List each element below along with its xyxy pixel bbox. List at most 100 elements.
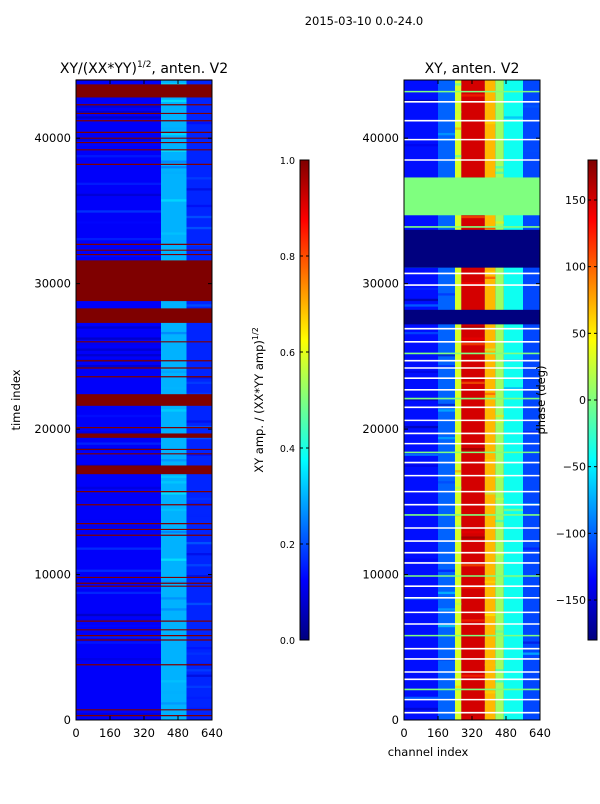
amp-texture-stripe	[186, 646, 212, 650]
amp-texture-stripe	[76, 641, 161, 644]
phase-xtick-label: 160	[427, 726, 449, 740]
amp-texture-stripe	[186, 497, 212, 501]
phase-texture-stripe	[461, 282, 485, 285]
phase-cbar-tick-label: −150	[556, 594, 586, 607]
amp-ylabel: time index	[9, 369, 23, 430]
phase-texture-stripe	[495, 497, 504, 501]
amp-colorbar: 0.0 0.2 0.4 0.6 0.8 1.0 XY amp. / (XX*YY amp)…	[251, 156, 310, 647]
amp-texture-stripe	[161, 481, 187, 484]
phase-texture-stripe	[461, 326, 485, 329]
amp-texture-stripe	[186, 652, 212, 655]
amp-texture-stripe	[161, 475, 187, 478]
amp-saturated-band	[76, 260, 212, 302]
phase-texture-stripe	[404, 696, 438, 700]
phase-texture-stripe	[461, 564, 485, 567]
amp-texture-stripe	[186, 304, 212, 307]
amp-texture-stripe	[76, 254, 161, 257]
phase-texture-stripe	[495, 171, 504, 174]
phase-texture-stripe	[455, 486, 462, 490]
amp-texture-stripe	[161, 691, 187, 694]
amp-texture-stripe	[76, 326, 161, 329]
amp-texture-stripe	[186, 392, 212, 396]
amp-texture-stripe	[161, 331, 187, 335]
amp-texture-stripe	[186, 602, 212, 606]
phase-texture-stripe	[404, 144, 438, 147]
phase-texture-stripe	[484, 580, 496, 583]
phase-texture-stripe	[455, 602, 462, 606]
amp-texture-stripe	[186, 436, 212, 440]
phase-y-ticks: 0 10000 20000 30000 40000	[362, 131, 540, 727]
amp-texture-stripe	[76, 536, 161, 539]
phase-texture-stripe	[523, 641, 540, 644]
phase-texture-stripe	[404, 370, 438, 373]
amp-texture-stripe	[186, 696, 212, 700]
phase-texture-stripe	[404, 287, 438, 291]
amp-saturated-band	[76, 394, 212, 406]
phase-texture-stripe	[438, 608, 455, 611]
phase-colorbar: −150 −100 −50 0 50 100 150 phase (deg)	[534, 159, 598, 641]
amp-saturated-band	[76, 308, 212, 323]
phase-ytick-label: 10000	[362, 568, 399, 582]
amp-heatmap	[76, 79, 212, 720]
phase-cbar-tick-label: 0	[579, 394, 586, 407]
phase-texture-stripe	[404, 99, 438, 103]
amp-texture-stripe	[161, 232, 187, 235]
amp-texture-stripe	[161, 492, 187, 495]
amp-cbar-tick-label: 0.4	[280, 444, 295, 455]
phase-texture-stripe	[523, 105, 540, 108]
phase-texture-stripe	[455, 685, 462, 688]
amp-ytick-label: 0	[64, 713, 71, 727]
amp-texture-stripe	[76, 613, 161, 617]
amp-saturated-band	[76, 433, 212, 438]
phase-texture-stripe	[461, 619, 485, 622]
amp-texture-stripe	[161, 132, 187, 136]
phase-texture-stripe	[484, 276, 496, 279]
amp-xtick-label: 0	[72, 726, 79, 740]
amp-cbar-tick-label: 0.8	[280, 252, 295, 263]
phase-texture-stripe	[438, 160, 455, 163]
phase-texture-stripe	[438, 132, 455, 136]
amp-ytick-label: 20000	[34, 422, 71, 436]
phase-texture-stripe	[484, 613, 496, 617]
phase-channel-column	[455, 80, 462, 720]
amp-texture-stripe	[186, 669, 212, 672]
amp-cbar-tick-label: 0.0	[280, 636, 295, 647]
phase-ytick-label: 20000	[362, 422, 399, 436]
amp-saturated-band	[76, 84, 212, 98]
amp-ytick-label: 40000	[34, 131, 71, 145]
amp-title: XY/(XX*YY)1/2, anten. V2	[60, 60, 228, 77]
amp-texture-stripe	[76, 155, 161, 158]
phase-ytick-label: 40000	[362, 131, 399, 145]
phase-xtick-label: 640	[529, 726, 551, 740]
amp-texture-stripe	[186, 381, 212, 384]
amp-colorbar-ticks: 0.0 0.2 0.4 0.6 0.8 1.0	[280, 156, 309, 647]
amp-texture-stripe	[186, 121, 212, 125]
phase-texture-stripe	[438, 436, 455, 440]
phase-masked-band	[404, 229, 540, 268]
amp-saturated-lines	[76, 79, 212, 717]
amp-texture-stripe	[186, 541, 212, 545]
phase-texture-stripe	[438, 591, 455, 595]
amp-cbar-tick-label: 0.6	[280, 348, 295, 359]
phase-texture-stripe	[438, 365, 455, 368]
phase-texture-stripe	[461, 674, 485, 677]
amp-texture-stripe	[161, 127, 187, 130]
amp-texture-stripe	[76, 547, 161, 550]
amp-texture-stripe	[161, 99, 187, 103]
phase-xtick-label: 320	[461, 726, 483, 740]
amp-colorbar-gradient	[299, 159, 310, 641]
phase-cbar-tick-label: 150	[565, 194, 586, 207]
phase-texture-stripe	[461, 215, 485, 219]
phase-x-ticks: 0 160 320 480 640	[400, 80, 551, 740]
amp-texture-stripe	[76, 221, 161, 224]
amp-texture-stripe	[161, 171, 187, 174]
amp-xtick-label: 640	[201, 726, 223, 740]
phase-texture-stripe	[503, 387, 523, 390]
phase-texture-stripe	[461, 541, 485, 545]
phase-texture-stripe	[461, 342, 485, 346]
phase-texture-stripe	[461, 635, 485, 639]
amp-texture-stripe	[186, 514, 212, 517]
phase-texture-stripe	[495, 166, 504, 169]
phase-texture-stripe	[503, 116, 523, 119]
phase-texture-stripe	[523, 149, 540, 152]
